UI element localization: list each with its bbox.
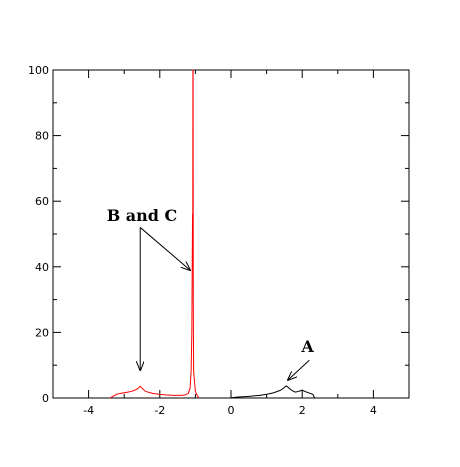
x-tick-label: -4 [83, 404, 94, 417]
x-tick-label: 2 [299, 404, 306, 417]
y-tick-label: 20 [35, 326, 49, 339]
plot-frame [52, 69, 410, 399]
y-tick-label: 60 [35, 195, 49, 208]
x-tick-label: -2 [154, 404, 165, 417]
series-line-1 [109, 69, 200, 399]
y-tick-label: 0 [42, 392, 49, 405]
annotation-arrow [288, 359, 310, 380]
x-tick-label: 0 [228, 404, 235, 417]
x-tick-label: 4 [370, 404, 377, 417]
y-tick-label: 100 [28, 64, 49, 77]
y-tick-label: 40 [35, 261, 49, 274]
y-tick-label: 80 [35, 130, 49, 143]
series-line-2 [229, 385, 316, 399]
annotation-label: B and C [107, 206, 178, 225]
plot-area: 0 20 40 60 80 100 -4 -2 0 2 4 B and C A [28, 64, 410, 417]
annotation-label: A [300, 337, 314, 356]
annotation-arrow [139, 227, 190, 270]
